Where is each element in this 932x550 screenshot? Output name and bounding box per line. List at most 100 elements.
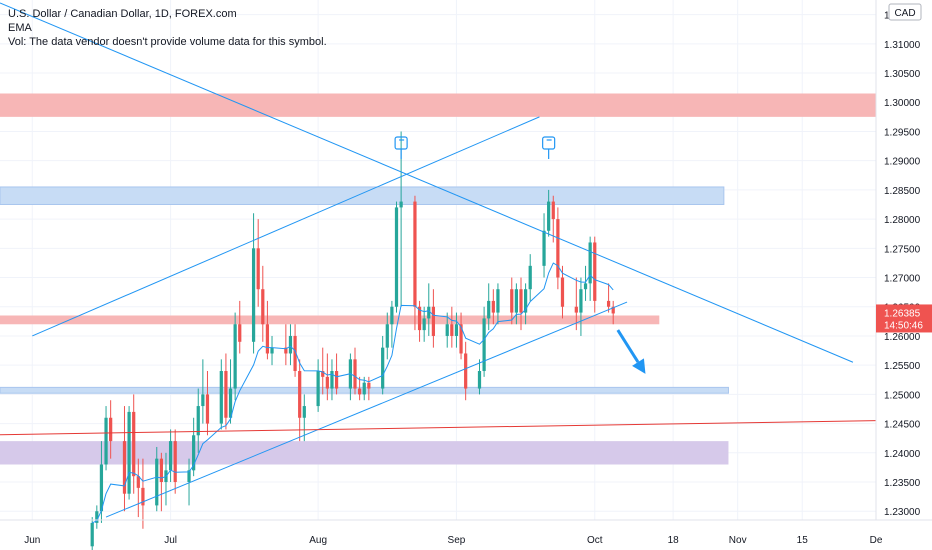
time-tick-label: De (870, 535, 883, 546)
currency-badge[interactable] (888, 3, 922, 21)
candle[interactable] (192, 435, 196, 471)
candle[interactable] (583, 283, 588, 290)
time-tick-label: Sep (448, 535, 466, 546)
candle[interactable] (251, 248, 256, 342)
candle[interactable] (381, 347, 385, 389)
candle[interactable] (482, 318, 486, 372)
zone-blue[interactable] (0, 186, 725, 205)
candle[interactable] (413, 201, 417, 307)
candle[interactable] (385, 324, 389, 348)
candle[interactable] (588, 242, 592, 284)
candle[interactable] (127, 411, 131, 494)
candle[interactable] (496, 289, 500, 313)
candle[interactable] (219, 371, 223, 424)
zone-red[interactable] (0, 315, 660, 325)
candle[interactable] (528, 265, 532, 290)
price-tick-label: 1.26000 (884, 332, 921, 343)
candle[interactable] (431, 306, 436, 336)
candle[interactable] (560, 277, 565, 307)
time-tick-label: Jul (164, 535, 177, 546)
candle[interactable] (298, 371, 302, 418)
candle[interactable] (510, 289, 514, 313)
candle[interactable] (122, 441, 127, 494)
candle[interactable] (141, 487, 145, 506)
candle[interactable] (574, 306, 578, 313)
candle[interactable] (238, 324, 242, 342)
candle[interactable] (201, 394, 205, 407)
trendline-horizontal-red[interactable] (0, 420, 877, 436)
candle[interactable] (519, 289, 523, 313)
candle[interactable] (464, 353, 468, 389)
candle[interactable] (316, 371, 320, 407)
candle[interactable] (330, 371, 334, 389)
candle[interactable] (321, 371, 325, 377)
candle[interactable] (288, 335, 293, 354)
candle[interactable] (394, 207, 399, 307)
candle[interactable] (95, 511, 99, 523)
candle[interactable] (353, 359, 357, 389)
candle[interactable] (334, 371, 339, 389)
pointing-hand-icon[interactable] (542, 136, 556, 159)
price-tick-label: 1.31000 (884, 40, 921, 51)
candle[interactable] (417, 306, 422, 331)
candle[interactable] (491, 300, 495, 313)
candle[interactable] (422, 318, 426, 331)
candle[interactable] (514, 289, 518, 313)
trendline-rising-support[interactable] (105, 301, 628, 518)
candle[interactable] (445, 324, 449, 336)
candle[interactable] (136, 476, 140, 488)
last-price-tag (876, 304, 932, 333)
pointing-hand-icon[interactable] (394, 136, 408, 159)
candle[interactable] (450, 324, 454, 336)
trendline-rising-channel-top[interactable] (32, 116, 540, 337)
candle[interactable] (427, 306, 431, 319)
candle[interactable] (109, 417, 113, 442)
candle[interactable] (168, 441, 173, 471)
candle[interactable] (487, 300, 491, 319)
zone-red[interactable] (0, 93, 876, 117)
candle[interactable] (551, 201, 555, 220)
candle[interactable] (542, 230, 546, 266)
zone-purple[interactable] (0, 441, 729, 465)
candle[interactable] (173, 441, 177, 483)
candle[interactable] (459, 324, 463, 354)
candle[interactable] (293, 335, 297, 372)
candle[interactable] (399, 201, 403, 208)
candle[interactable] (556, 219, 560, 278)
candle[interactable] (205, 394, 210, 424)
candle[interactable] (256, 248, 260, 290)
candle[interactable] (358, 388, 362, 395)
candle[interactable] (611, 306, 615, 314)
trendline-descending[interactable] (0, 2, 854, 363)
candle[interactable] (302, 406, 306, 418)
candle[interactable] (99, 464, 104, 512)
candle[interactable] (187, 470, 191, 483)
candle[interactable] (228, 388, 233, 418)
candle[interactable] (155, 458, 159, 506)
candle[interactable] (362, 382, 366, 395)
candle[interactable] (325, 376, 329, 389)
candle[interactable] (454, 324, 459, 336)
candle[interactable] (224, 371, 228, 418)
candle[interactable] (270, 347, 274, 354)
candle[interactable] (477, 371, 482, 389)
candle[interactable] (90, 522, 94, 547)
candle[interactable] (265, 324, 270, 354)
candle[interactable] (233, 324, 237, 389)
candle[interactable] (284, 347, 288, 354)
candle[interactable] (261, 289, 265, 325)
candle[interactable] (390, 306, 394, 325)
candle[interactable] (606, 300, 611, 307)
candle[interactable] (579, 289, 583, 313)
candle[interactable] (132, 411, 136, 477)
candle[interactable] (159, 458, 163, 483)
candle[interactable] (547, 201, 551, 231)
candle[interactable] (593, 242, 597, 301)
candle[interactable] (104, 417, 108, 465)
candle[interactable] (367, 382, 371, 389)
candle[interactable] (196, 406, 200, 436)
down-arrow-annotation[interactable] (616, 329, 646, 374)
candle[interactable] (523, 289, 528, 313)
